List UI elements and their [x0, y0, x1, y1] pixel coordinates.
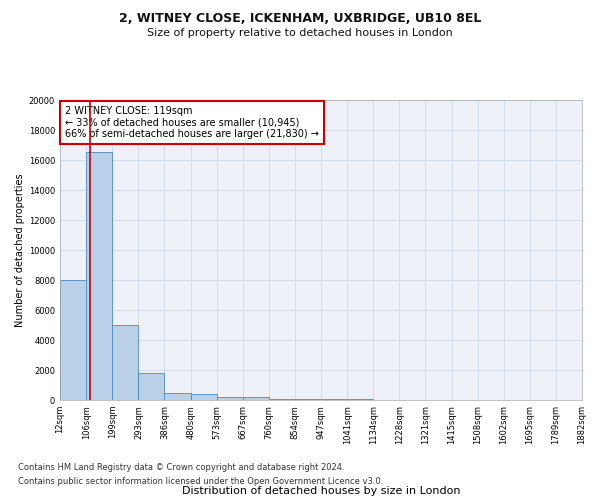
- Bar: [164, 392, 191, 400]
- Bar: [269, 398, 295, 400]
- Bar: [139, 373, 164, 400]
- Text: 2 WITNEY CLOSE: 119sqm
← 33% of detached houses are smaller (10,945)
66% of semi: 2 WITNEY CLOSE: 119sqm ← 33% of detached…: [65, 106, 319, 139]
- Text: 2, WITNEY CLOSE, ICKENHAM, UXBRIDGE, UB10 8EL: 2, WITNEY CLOSE, ICKENHAM, UXBRIDGE, UB1…: [119, 12, 481, 26]
- Bar: [217, 397, 243, 400]
- Bar: [295, 399, 321, 400]
- X-axis label: Distribution of detached houses by size in London: Distribution of detached houses by size …: [182, 486, 460, 496]
- Bar: [243, 398, 269, 400]
- Bar: [321, 399, 347, 400]
- Text: Contains public sector information licensed under the Open Government Licence v3: Contains public sector information licen…: [18, 477, 383, 486]
- Bar: [86, 152, 112, 400]
- Text: Size of property relative to detached houses in London: Size of property relative to detached ho…: [147, 28, 453, 38]
- Y-axis label: Number of detached properties: Number of detached properties: [14, 173, 25, 327]
- Text: Contains HM Land Registry data © Crown copyright and database right 2024.: Contains HM Land Registry data © Crown c…: [18, 464, 344, 472]
- Bar: [191, 394, 217, 400]
- Bar: [112, 325, 139, 400]
- Bar: [60, 280, 86, 400]
